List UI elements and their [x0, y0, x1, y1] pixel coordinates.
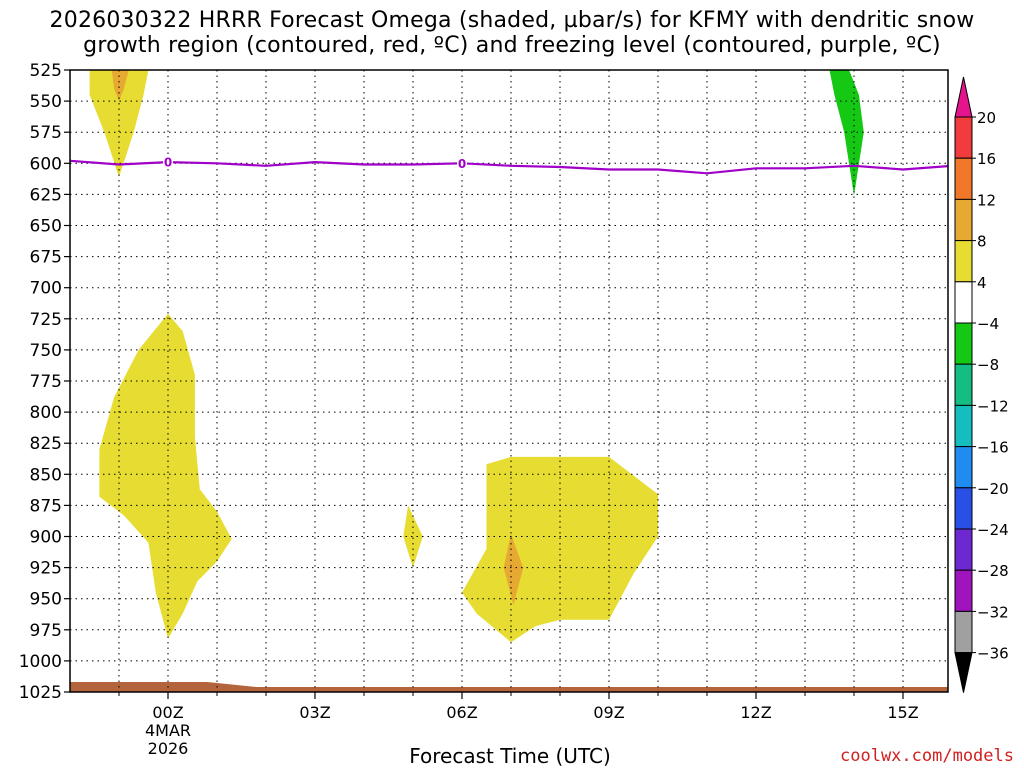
colorbar-label: 16 — [977, 150, 996, 168]
y-tick-label: 675 — [30, 248, 62, 268]
omega-region-6 — [503, 534, 524, 605]
colorbar-label: 12 — [977, 191, 996, 209]
freezing-level-label-bg — [163, 155, 173, 170]
y-tick-label: 950 — [30, 590, 62, 610]
y-tick-label: 750 — [30, 341, 62, 361]
colorbar-segment — [954, 157, 973, 200]
x-tick-sublabel: 4MAR — [145, 721, 191, 740]
gridlines — [70, 70, 948, 692]
colorbar-top-triangle — [954, 76, 973, 118]
chart-title-line-2: growth region (contoured, red, ºC) and f… — [83, 33, 941, 58]
colorbar-segment — [954, 610, 973, 654]
colorbar-segment — [954, 116, 973, 159]
y-tick-label: 1025 — [19, 683, 62, 703]
colorbar-segment — [954, 322, 973, 365]
y-tick-label: 625 — [30, 185, 62, 205]
y-tick-label: 575 — [30, 123, 62, 143]
y-tick-label: 875 — [30, 496, 62, 516]
y-tick-label: 550 — [30, 92, 62, 112]
colorbar-label: −8 — [977, 356, 999, 374]
y-tick-label: 900 — [30, 528, 62, 548]
y-tick-label: 850 — [30, 465, 62, 485]
y-tick-label: 925 — [30, 559, 62, 579]
y-tick-label: 800 — [30, 403, 62, 423]
colorbar-segment — [954, 487, 973, 530]
y-tick-label: 525 — [30, 61, 62, 81]
colorbar-label: 4 — [977, 274, 987, 292]
y-tick-label: 650 — [30, 217, 62, 237]
colorbar-segment — [954, 363, 973, 406]
y-tick-label: 775 — [30, 372, 62, 392]
terrain-fill — [70, 682, 948, 692]
x-tick-label: 09Z — [593, 703, 624, 722]
chart-title-line-1: 2026030322 HRRR Forecast Omega (shaded, … — [49, 8, 975, 33]
freezing-level-label: 0 — [458, 157, 466, 171]
y-tick-label: 975 — [30, 621, 62, 641]
colorbar-label: −24 — [977, 521, 1009, 539]
omega-region-3 — [99, 313, 232, 639]
y-tick-label: 1000 — [19, 652, 62, 672]
colorbar: 20 16 12 8 4 −4 −8 −12 −16 −20 −24 −28 −32 −36 — [954, 76, 1009, 693]
y-tick-label: 600 — [30, 154, 62, 174]
y-tick-label: 700 — [30, 279, 62, 299]
omega-region-0 — [89, 70, 149, 177]
colorbar-label: 8 — [977, 233, 987, 251]
x-tick-label: 00Z — [152, 703, 183, 722]
colorbar-segment — [954, 281, 973, 324]
colorbar-label: −32 — [977, 603, 1009, 621]
omega-region-4 — [403, 505, 423, 568]
freezing-level-label-bg — [457, 156, 467, 171]
omega-region-2 — [829, 70, 864, 196]
x-tick-label: 06Z — [446, 703, 477, 722]
colorbar-segment — [954, 446, 973, 489]
colorbar-segment — [954, 569, 973, 612]
x-axis-title: Forecast Time (UTC) — [409, 744, 611, 768]
x-tick-label: 12Z — [740, 703, 771, 722]
freezing-level-label: 0 — [164, 156, 172, 170]
colorbar-label: −28 — [977, 562, 1009, 580]
colorbar-label: −12 — [977, 397, 1009, 415]
x-tick-label: 03Z — [299, 703, 330, 722]
freezing-level-line — [70, 159, 948, 175]
colorbar-label: −16 — [977, 439, 1009, 457]
colorbar-label: 20 — [977, 109, 996, 127]
colorbar-segment — [954, 404, 973, 448]
y-tick-label: 825 — [30, 434, 62, 454]
site-credit[interactable]: coolwx.com/models — [840, 746, 1014, 766]
colorbar-label: −4 — [977, 315, 999, 333]
colorbar-segment — [954, 528, 973, 571]
colorbar-segment — [954, 240, 973, 283]
y-tick-label: 725 — [30, 310, 62, 330]
colorbar-label: −36 — [977, 645, 1009, 663]
colorbar-bottom-triangle — [954, 652, 973, 693]
x-tick-sublabel: 2026 — [148, 739, 189, 758]
axes: 525 550 575 600 625 650 675 700 725 750 775 800 825 8… — [19, 61, 949, 758]
colorbar-label: −20 — [977, 480, 1009, 498]
x-tick-label: 15Z — [887, 703, 918, 722]
omega-shading-layer — [89, 70, 864, 643]
colorbar-segment — [954, 198, 973, 242]
terrain-layer — [70, 682, 948, 692]
omega-region-1 — [111, 70, 129, 102]
